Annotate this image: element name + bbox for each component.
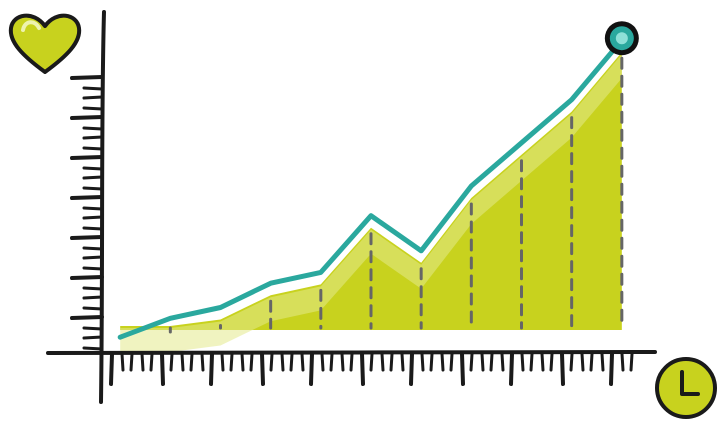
x-tick xyxy=(349,352,354,372)
y-tick xyxy=(82,226,104,231)
x-tick xyxy=(200,352,205,372)
y-tick xyxy=(82,266,104,271)
clock-icon xyxy=(655,357,717,419)
y-tick xyxy=(82,126,104,131)
x-tick xyxy=(429,352,434,372)
y-tick xyxy=(70,235,104,240)
y-tick xyxy=(82,306,104,311)
y-tick xyxy=(70,115,104,120)
x-tick xyxy=(569,352,574,372)
x-tick xyxy=(120,352,125,372)
x-tick xyxy=(369,352,374,372)
y-tick xyxy=(82,215,104,220)
x-tick xyxy=(460,352,465,386)
y-tick xyxy=(82,286,104,291)
x-ticks xyxy=(109,352,634,386)
x-tick xyxy=(469,352,474,372)
area-layer xyxy=(120,52,622,352)
x-tick xyxy=(500,352,505,372)
x-tick xyxy=(180,352,185,372)
y-tick xyxy=(82,175,104,180)
x-tick xyxy=(609,352,614,386)
axes xyxy=(46,10,657,404)
x-tick xyxy=(449,352,454,372)
y-tick xyxy=(70,275,104,280)
x-tick xyxy=(489,352,494,372)
y-tick xyxy=(82,86,104,91)
y-tick xyxy=(82,186,104,191)
y-ticks xyxy=(70,75,104,351)
y-tick xyxy=(82,135,104,140)
x-tick xyxy=(320,352,325,372)
y-tick xyxy=(82,146,104,151)
x-tick xyxy=(209,352,214,386)
x-tick xyxy=(280,352,285,372)
x-tick xyxy=(400,352,405,372)
x-tick xyxy=(509,352,514,386)
x-tick xyxy=(580,352,585,372)
y-tick xyxy=(82,95,104,100)
y-tick xyxy=(82,295,104,300)
endpoint-dot-icon xyxy=(604,21,639,56)
y-axis xyxy=(99,10,106,404)
y-tick xyxy=(82,335,104,340)
x-axis xyxy=(46,349,657,356)
y-tick xyxy=(82,326,104,331)
x-tick xyxy=(160,352,165,386)
x-tick xyxy=(380,352,385,372)
x-tick xyxy=(249,352,254,372)
y-tick xyxy=(82,246,104,251)
x-tick xyxy=(149,352,154,372)
x-tick xyxy=(329,352,334,372)
x-tick xyxy=(229,352,234,372)
x-tick xyxy=(340,352,345,372)
drop-lines xyxy=(168,56,624,334)
x-tick xyxy=(620,352,625,372)
x-tick xyxy=(360,352,365,386)
x-tick xyxy=(309,352,314,386)
x-tick xyxy=(600,352,605,372)
series-line xyxy=(117,37,625,340)
x-tick xyxy=(549,352,554,372)
x-tick xyxy=(240,352,245,372)
x-tick xyxy=(109,352,114,386)
y-tick xyxy=(70,315,104,320)
x-tick xyxy=(169,352,174,372)
x-tick xyxy=(480,352,485,372)
x-tick xyxy=(220,352,225,372)
heart-icon xyxy=(8,13,82,74)
y-tick xyxy=(82,255,104,260)
y-tick xyxy=(82,166,104,171)
y-tick xyxy=(70,195,104,200)
x-tick xyxy=(560,352,565,386)
y-tick xyxy=(82,346,104,351)
x-tick xyxy=(260,352,265,386)
x-tick xyxy=(269,352,274,372)
x-tick xyxy=(300,352,305,372)
area-fill xyxy=(120,52,622,330)
y-tick xyxy=(82,106,104,111)
x-tick xyxy=(529,352,534,372)
y-tick xyxy=(70,75,104,80)
y-tick xyxy=(82,206,104,211)
x-tick xyxy=(589,352,594,372)
x-tick xyxy=(440,352,445,372)
x-tick xyxy=(629,352,634,372)
x-tick xyxy=(520,352,525,372)
x-tick xyxy=(420,352,425,372)
x-tick xyxy=(389,352,394,372)
y-tick xyxy=(70,155,104,160)
x-tick xyxy=(540,352,545,372)
x-tick xyxy=(289,352,294,372)
x-tick xyxy=(189,352,194,372)
x-tick xyxy=(409,352,414,386)
x-tick xyxy=(129,352,134,372)
x-tick xyxy=(140,352,145,372)
